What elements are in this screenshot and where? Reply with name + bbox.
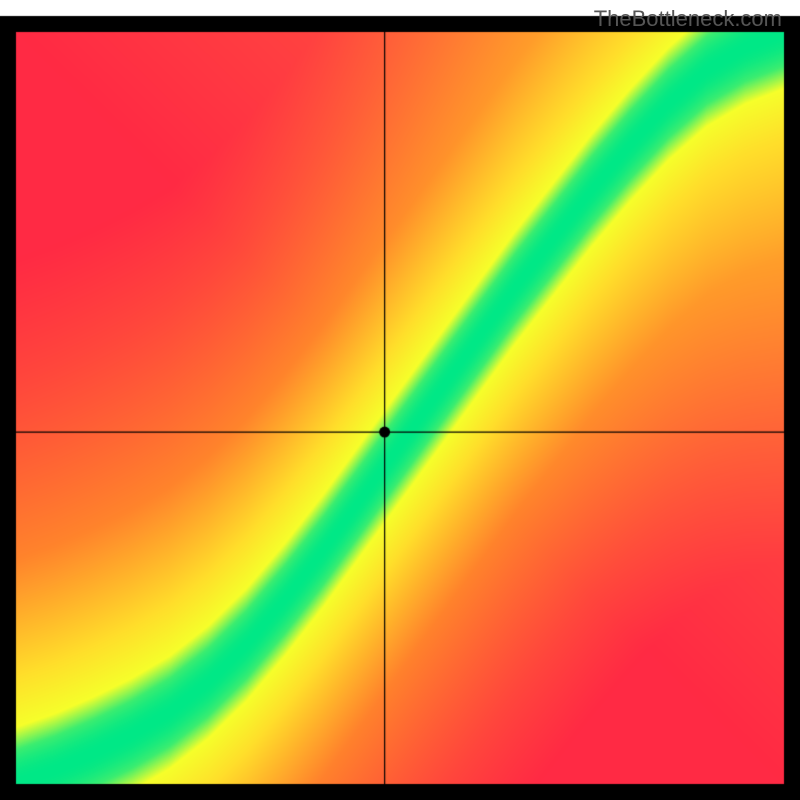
attribution-label: TheBottleneck.com	[594, 6, 782, 32]
heatmap-canvas	[0, 0, 800, 800]
bottleneck-chart: TheBottleneck.com	[0, 0, 800, 800]
